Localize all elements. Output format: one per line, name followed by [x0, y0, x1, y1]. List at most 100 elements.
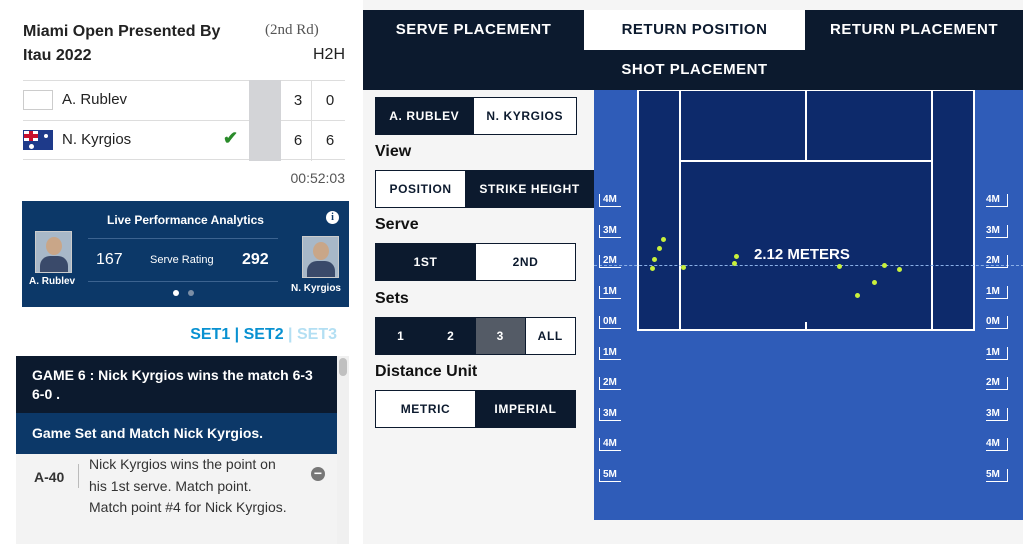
avatar	[302, 236, 339, 278]
serve-indicator-column	[249, 120, 281, 161]
scale-label-right: 5M	[986, 469, 1008, 482]
point-by-point-feed[interactable]: GAME 6 : Nick Kyrgios wins the match 6-3…	[16, 356, 337, 544]
match-title: Miami Open Presented By Itau 2022 (2nd R…	[23, 20, 345, 68]
scale-label-right: 3M	[986, 408, 1008, 421]
winner-check-icon: ✔	[223, 128, 239, 148]
list-item: A-40 Nick Kyrgios wins the point on his …	[16, 454, 337, 544]
ball-marker	[650, 266, 655, 271]
set1-link[interactable]: SET1	[190, 326, 231, 343]
flag-icon	[23, 90, 53, 110]
player-row-rublev: A. Rublev 3 0	[23, 80, 345, 121]
scale-label-left: 3M	[599, 408, 621, 421]
sets-label: Sets	[375, 290, 409, 307]
set1-score: 6	[293, 132, 303, 149]
separator: |	[230, 326, 244, 343]
ball-marker	[652, 257, 657, 262]
court-lines	[637, 90, 975, 331]
game-header: GAME 6 : Nick Kyrgios wins the match 6-3…	[16, 356, 337, 413]
set-navigation: SET1 | SET2 | SET3	[190, 326, 337, 344]
ball-marker	[661, 237, 666, 242]
match-panel: Miami Open Presented By Itau 2022 (2nd R…	[0, 0, 363, 544]
scale-label-left: 1M	[599, 347, 621, 360]
player-toggle: A. RUBLEV N. KYRGIOS	[375, 97, 577, 135]
tennis-court: 2.12 METERS 4M 3M 2M 1M 0M 1M 2M 3M 4M 5…	[594, 90, 1023, 520]
scale-label-left: 3M	[599, 225, 621, 238]
set-all-button[interactable]: ALL	[524, 318, 575, 354]
divider	[311, 81, 312, 121]
ball-marker	[897, 267, 902, 272]
player2-value: 292	[242, 251, 269, 268]
view-label: View	[375, 143, 412, 160]
ball-marker	[837, 264, 842, 269]
ball-marker	[657, 246, 662, 251]
separator: |	[283, 326, 297, 343]
tab-serve-placement[interactable]: SERVE PLACEMENT	[395, 21, 552, 38]
scrollbar[interactable]	[337, 356, 349, 544]
unit-toggle: METRIC IMPERIAL	[375, 390, 576, 428]
set-1-button[interactable]: 1	[376, 318, 426, 354]
scale-label-left: 5M	[599, 469, 621, 482]
ball-marker	[872, 280, 877, 285]
ball-marker	[681, 265, 686, 270]
imperial-button[interactable]: IMPERIAL	[475, 391, 575, 427]
h2h-link[interactable]: H2H	[312, 46, 345, 63]
game-summary: Game Set and Match Nick Kyrgios.	[16, 413, 337, 454]
scale-label-left: 4M	[599, 438, 621, 451]
sets-toggle: 1 2 3 ALL	[375, 317, 576, 355]
set-3-button[interactable]: 3	[475, 318, 525, 354]
australia-flag-icon	[23, 130, 53, 150]
player1-value: 167	[96, 251, 123, 268]
set-2-button[interactable]: 2	[425, 318, 475, 354]
scale-label-right: 4M	[986, 194, 1008, 207]
set2-score: 0	[325, 92, 335, 109]
player-kyrgios-button[interactable]: N. KYRGIOS	[472, 98, 576, 134]
scale-label-left: 0M	[599, 316, 621, 329]
tab-shot-placement[interactable]: SHOT PLACEMENT	[621, 61, 768, 78]
point-description: Nick Kyrgios wins the point on his 1st s…	[89, 456, 287, 515]
set3-link[interactable]: SET3	[296, 326, 337, 343]
scale-label-right: 1M	[986, 286, 1008, 299]
player-name[interactable]: A. Rublev	[62, 91, 128, 108]
strike-height-button[interactable]: STRIKE HEIGHT	[465, 171, 593, 207]
serve-label: Serve	[375, 216, 419, 233]
scale-label-right: 0M	[986, 316, 1008, 329]
serve-toggle: 1ST 2ND	[375, 243, 576, 281]
metric-button[interactable]: METRIC	[376, 391, 475, 427]
point-score: A-40	[34, 469, 65, 485]
tab-return-placement[interactable]: RETURN PLACEMENT	[830, 21, 998, 38]
scale-label-left: 2M	[599, 255, 621, 268]
collapse-icon[interactable]: −	[311, 466, 325, 481]
carousel-dot[interactable]	[173, 290, 179, 296]
info-icon[interactable]: i	[326, 211, 339, 224]
distance-label: 2.12 METERS	[754, 246, 850, 263]
scale-label-right: 3M	[986, 225, 1008, 238]
scale-label-left: 1M	[599, 286, 621, 299]
scale-label-left: 2M	[599, 377, 621, 390]
avatar	[35, 231, 72, 273]
position-button[interactable]: POSITION	[376, 171, 466, 207]
tab-return-position[interactable]: RETURN POSITION	[584, 10, 805, 50]
second-serve-button[interactable]: 2ND	[475, 244, 575, 280]
round-label: (2nd Rd)	[265, 22, 319, 38]
carousel-dot[interactable]	[188, 290, 194, 296]
player-row-kyrgios: N. Kyrgios ✔ 6 6	[23, 120, 345, 161]
scale-label-right: 1M	[986, 347, 1008, 360]
scale-label-right: 4M	[986, 438, 1008, 451]
scale-label-right: 2M	[986, 255, 1008, 268]
divider	[78, 464, 79, 488]
metric-label: Serve Rating	[150, 254, 214, 266]
scroll-thumb[interactable]	[339, 358, 347, 376]
serve-indicator-column	[249, 80, 281, 121]
first-serve-button[interactable]: 1ST	[376, 244, 475, 280]
set1-score: 3	[293, 92, 303, 109]
divider	[311, 121, 312, 161]
tournament-name: Miami Open Presented By Itau 2022	[23, 23, 221, 64]
analytics-title: Live Performance Analytics	[107, 213, 264, 227]
player-name[interactable]: N. Kyrgios	[62, 131, 132, 148]
performance-analytics-card[interactable]: Live Performance Analytics i A. Rublev N…	[22, 201, 349, 307]
set2-link[interactable]: SET2	[243, 326, 284, 343]
ball-marker	[855, 293, 860, 298]
set2-score: 6	[325, 132, 335, 149]
analytics-player1: A. Rublev	[29, 276, 76, 287]
player-rublev-button[interactable]: A. RUBLEV	[376, 98, 473, 134]
